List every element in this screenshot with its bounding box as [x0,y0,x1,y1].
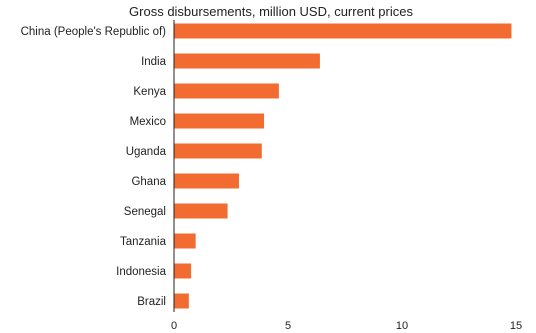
category-label-indonesia: Indonesia [116,266,166,278]
category-labels-group: China (People's Republic of) India Kenya Me… [21,26,167,308]
bar-china-people-s-republic-of [174,23,512,39]
category-label-kenya: Kenya [133,86,166,98]
chart-title: Gross disbursements, million USD, curren… [129,4,413,19]
category-label-india: India [141,56,167,68]
bar-brazil [174,293,189,309]
x-tick-label-5: 5 [285,320,291,332]
category-label-tanzania: Tanzania [120,236,167,248]
category-label-mexico: Mexico [130,116,166,128]
x-tick-label-15: 15 [510,320,522,332]
category-label-ghana: Ghana [131,176,166,188]
category-label-brazil: Brazil [137,296,166,308]
category-label-senegal: Senegal [124,206,166,218]
bar-uganda [174,143,262,159]
x-ticks-group: 0 5 10 15 [171,320,522,332]
bar-indonesia [174,263,192,279]
bar-mexico [174,113,265,129]
x-tick-label-10: 10 [396,320,408,332]
bar-kenya [174,83,279,99]
bars-group [174,23,512,309]
bar-tanzania [174,233,196,249]
category-label-uganda: Uganda [126,146,167,158]
category-label-china-people-s-republic-of: China (People's Republic of) [21,26,167,38]
bar-india [174,53,320,69]
bar-senegal [174,203,228,219]
bar-ghana [174,173,239,189]
x-tick-label-0: 0 [171,320,177,332]
